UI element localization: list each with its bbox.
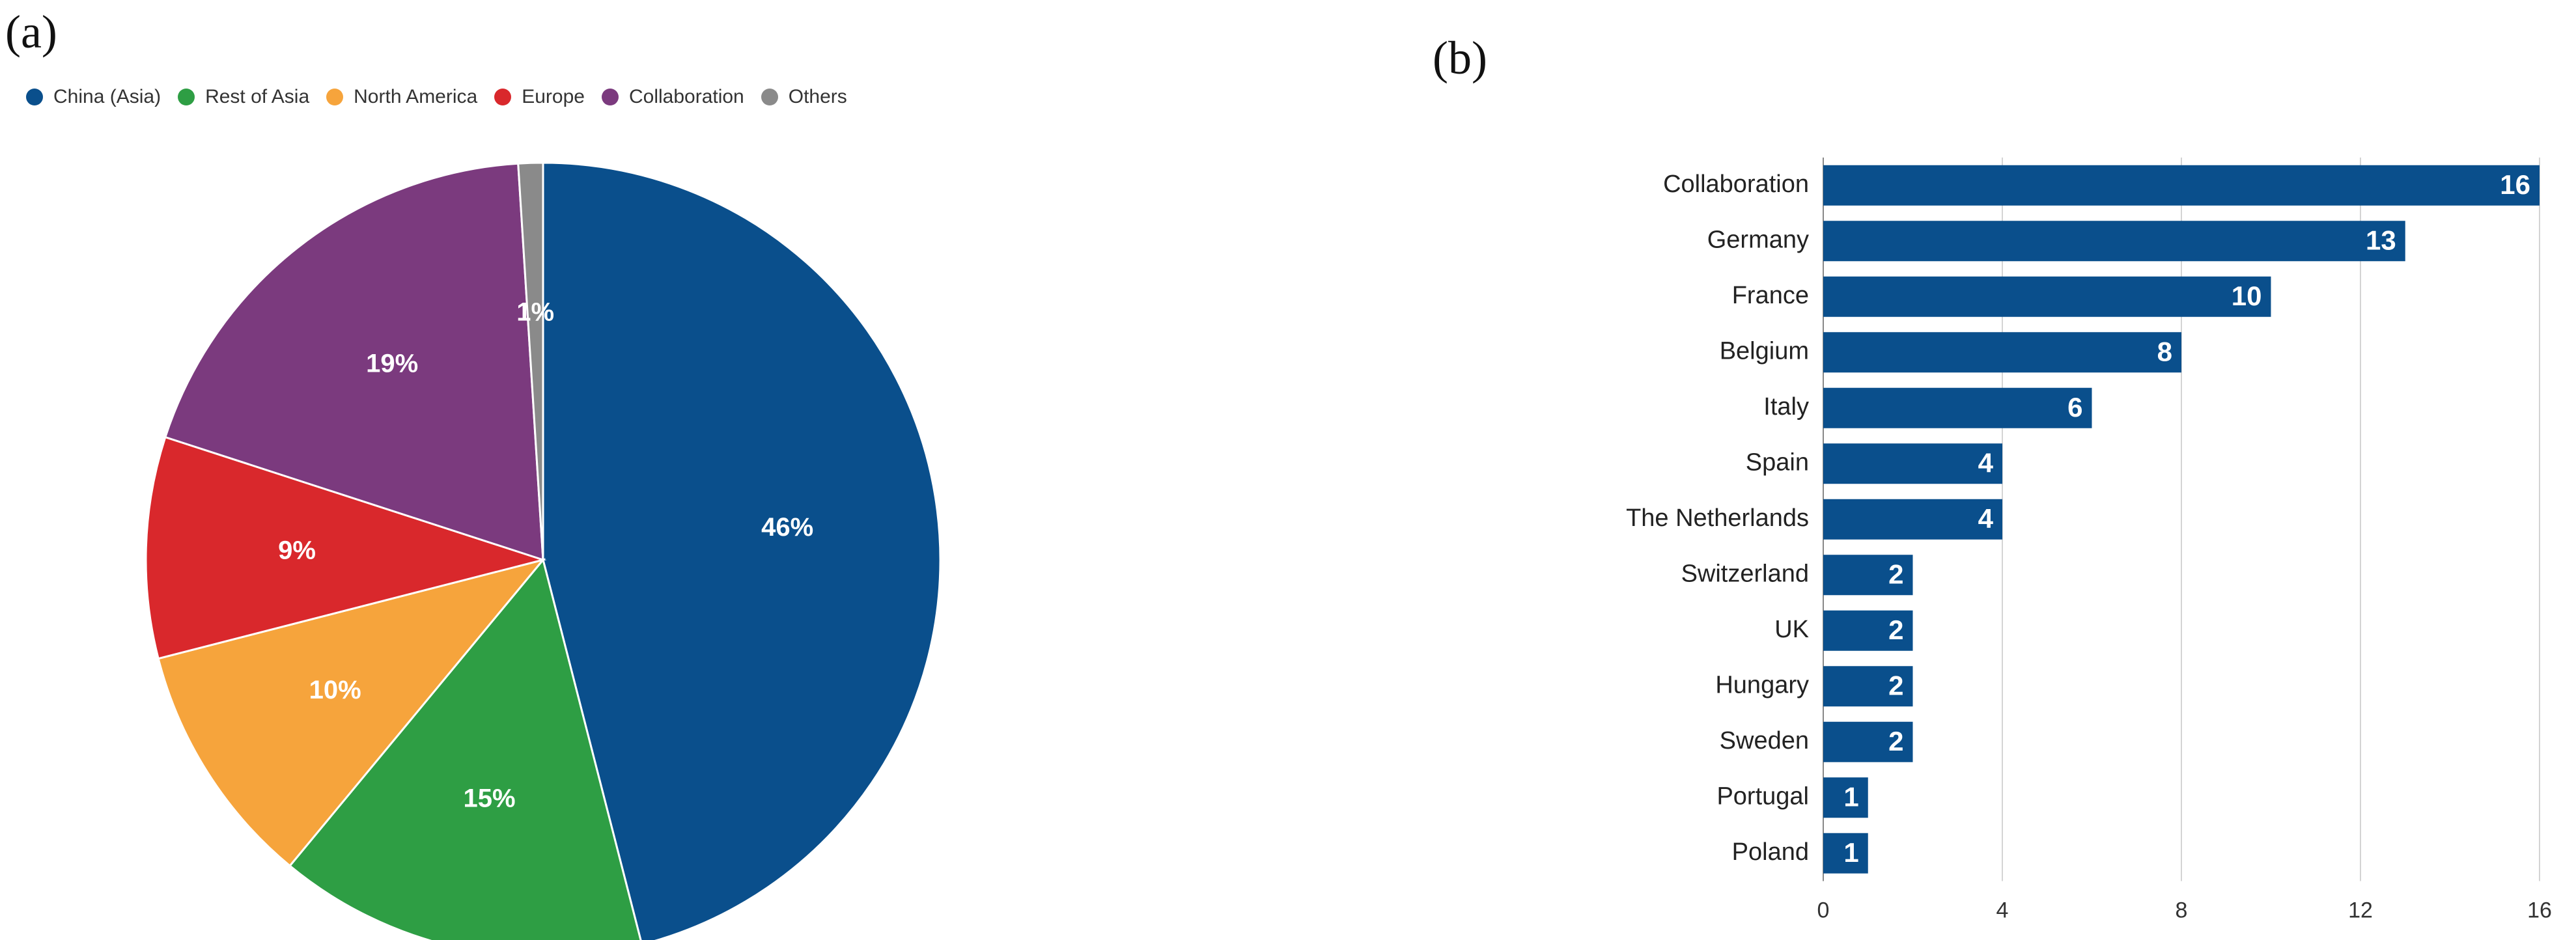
bar-portugal [1823, 777, 1868, 818]
legend-swatch-others [761, 89, 778, 105]
legend-label: Rest of Asia [205, 86, 310, 107]
bar-value-label-collaboration: 16 [2500, 169, 2530, 200]
bar-value-label-france: 10 [2232, 281, 2262, 311]
bar-value-label-sweden: 2 [1888, 726, 1903, 756]
x-tick-label: 16 [2527, 898, 2552, 923]
pie-slice-label-collaboration: 19% [366, 350, 418, 378]
bar-germany [1823, 221, 2405, 262]
bar-value-label-portugal: 1 [1843, 781, 1858, 812]
pie-slice-label-europe: 9% [278, 536, 316, 565]
legend-swatch-rest-of-asia [178, 89, 195, 105]
x-tick-label: 8 [2176, 898, 2188, 923]
category-label-hungary: Hungary [1715, 671, 1809, 698]
panel-label-b: (b) [1433, 32, 1487, 84]
pie-slice-collaboration [163, 162, 544, 562]
legend-label: Collaboration [628, 86, 744, 107]
pie-slice-europe [145, 435, 547, 660]
legend-label: Europe [522, 86, 585, 107]
pie-legend: China (Asia) Rest of Asia North America Eur… [26, 86, 864, 108]
bar-collaboration [1823, 165, 2540, 206]
bar-chart-panel: (b) 0 4 8 12 16 Collaboration 16 Germany 13 Franc… [1407, 0, 2576, 940]
bar-spain [1823, 443, 2002, 484]
bar-belgium [1823, 332, 2181, 373]
pie-slice-label-others: 1% [516, 298, 554, 327]
category-label-sweden: Sweden [1720, 727, 1809, 754]
legend-item-europe: Europe [494, 86, 585, 108]
bar-value-label-the-netherlands: 4 [1978, 503, 1994, 534]
pie-slice-label-rest-of-asia: 15% [463, 784, 515, 813]
category-label-poland: Poland [1732, 838, 1809, 866]
pie-slice-north-america [157, 558, 546, 868]
x-tick-label: 12 [2348, 898, 2373, 923]
panel-label-a: (a) [5, 6, 57, 58]
legend-swatch-collaboration [601, 89, 619, 105]
bar-value-label-hungary: 2 [1888, 670, 1903, 700]
pie-slice-rest-of-asia [288, 557, 642, 940]
category-label-france: France [1732, 282, 1809, 309]
category-label-belgium: Belgium [1720, 337, 1809, 365]
legend-item-north-america: North America [326, 86, 477, 108]
bar-sweden [1823, 721, 1913, 762]
pie-slice-label-north-america: 10% [309, 676, 361, 704]
bar-uk [1823, 610, 1913, 651]
pie-slice-label-china-asia: 46% [761, 513, 813, 542]
bar-value-label-uk: 2 [1888, 615, 1903, 645]
bar-value-label-switzerland: 2 [1888, 559, 1903, 589]
bar-switzerland [1823, 555, 1913, 596]
legend-item-rest-of-asia: Rest of Asia [178, 86, 309, 108]
bar-the-netherlands [1823, 499, 2002, 540]
pie-chart-panel: (a) China (Asia) Rest of Asia North Americ… [0, 0, 977, 940]
pie-slice-others [517, 161, 544, 560]
legend-swatch-europe [494, 89, 512, 105]
bar-value-label-poland: 1 [1843, 837, 1858, 868]
bar-value-label-spain: 4 [1978, 447, 1994, 478]
category-label-portugal: Portugal [1716, 782, 1809, 810]
bar-value-label-belgium: 8 [2157, 336, 2172, 366]
legend-label: China (Asia) [53, 86, 161, 107]
bar-value-label-italy: 6 [2067, 392, 2082, 422]
bar-value-label-germany: 13 [2366, 225, 2396, 255]
legend-item-others: Others [761, 86, 847, 108]
category-label-italy: Italy [1763, 393, 1809, 421]
bar-poland [1823, 833, 1868, 874]
legend-swatch-north-america [326, 89, 344, 105]
legend-label: North America [354, 86, 478, 107]
legend-item-china-asia: China (Asia) [26, 86, 161, 108]
category-label-germany: Germany [1707, 226, 1809, 253]
bar-france [1823, 276, 2271, 317]
category-label-spain: Spain [1746, 449, 1809, 476]
category-label-switzerland: Switzerland [1681, 560, 1809, 587]
legend-swatch-china-asia [26, 89, 43, 105]
bar-italy [1823, 387, 2092, 428]
category-label-the-netherlands: The Netherlands [1626, 505, 1809, 532]
legend-item-collaboration: Collaboration [601, 86, 744, 108]
legend-label: Others [788, 86, 847, 107]
x-tick-label: 4 [1996, 898, 2009, 923]
x-tick-label: 0 [1817, 898, 1830, 923]
pie-chart: 46% 15% 10% 9% 19% 1% [145, 161, 942, 940]
category-label-collaboration: Collaboration [1663, 171, 1809, 198]
category-label-uk: UK [1774, 616, 1809, 643]
pie-slice-china-asia [542, 161, 942, 940]
bar-hungary [1823, 666, 1913, 707]
